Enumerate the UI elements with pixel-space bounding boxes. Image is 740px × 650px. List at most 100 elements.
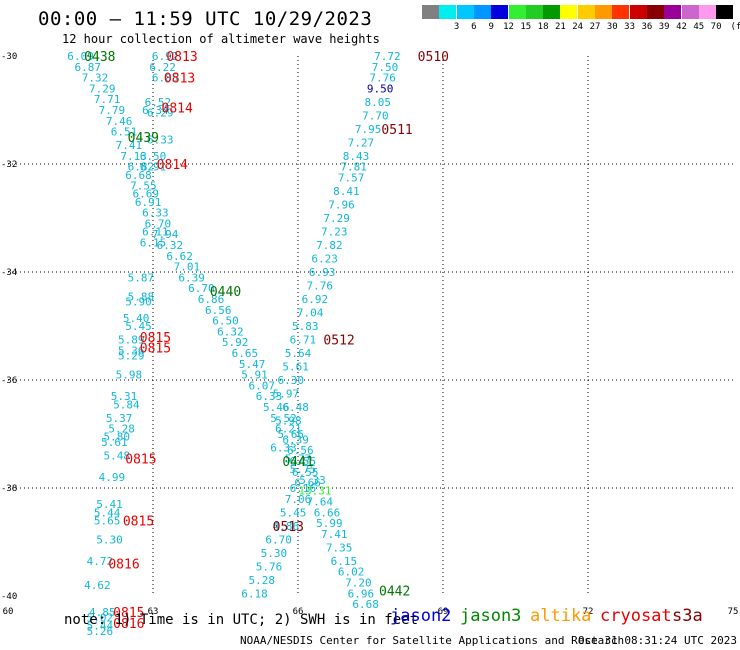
pass-time-label: 0512 [323,334,354,349]
color-scale-label: 12 [503,22,514,32]
swh-value: 6.32 [217,325,244,338]
swh-value: 7.50 [372,61,399,74]
swh-value: 5.41 [96,498,123,511]
swh-value: 6.33 [256,390,283,403]
swh-value: 6.52 [145,96,172,109]
swh-value: 5.47 [239,358,266,371]
swh-value: 5.48 [104,450,131,463]
pass-time-label: 0815 [113,606,144,621]
color-scale-bin [525,5,543,19]
swh-value: 6.34 [142,104,169,117]
swh-value: 6.32 [157,239,184,252]
swh-value: 6.82 [128,161,155,174]
pass-time-label: 0815 [125,452,156,467]
swh-value: 6.15 [140,236,167,249]
pass-time-label: 0513 [273,520,304,535]
swh-value: 5.92 [222,336,249,349]
swh-value: 6.70 [145,217,172,230]
swh-value: 6.65 [232,347,259,360]
swh-value: 6.66 [314,506,341,519]
swh-value: 5.61 [282,361,309,374]
x-tick-label: 72 [583,607,594,617]
swh-value: 4.85 [89,606,116,619]
swh-value: 7.41 [116,139,143,152]
swh-value: 7.32 [82,72,109,85]
pass-time-label: 0815 [140,331,171,346]
y-tick-label: -30 [1,52,17,62]
swh-value: 6.16 [290,482,317,495]
swh-value: 6.70 [265,533,292,546]
swh-value: 6.33 [270,442,297,455]
swh-value: 6.33 [142,207,169,220]
swh-value: 6.23 [311,253,338,266]
swh-value: 5.28 [108,423,135,436]
swh-value: 7.95 [355,123,382,136]
pass-time-label: 0440 [210,285,241,300]
x-tick-label: 69 [438,607,449,617]
pass-time-label: 0815 [140,342,171,357]
swh-value: 5.80 [104,431,131,444]
swh-value: 6.92 [302,293,329,306]
swh-value: 6.07 [249,379,276,392]
color-scale-bin [681,5,699,19]
x-tick-label: 60 [3,607,14,617]
x-tick-label: 63 [148,607,159,617]
swh-value: 5.64 [285,347,312,360]
swh-value: 8.41 [333,185,360,198]
swh-value: 7.01 [174,261,201,274]
color-scale-bin [595,5,612,19]
color-scale-bin [629,5,647,19]
swh-value: 7.76 [307,280,334,293]
swh-value: 7.82 [316,239,343,252]
swh-value: 5.61 [101,436,128,449]
swh-value: 7.76 [369,72,396,85]
swh-value: 4.86 [273,520,300,533]
generated-timestamp: Oct 31 08:31:24 UTC 2023 [578,634,737,647]
swh-value: 6.09 [67,50,94,63]
y-tick-label: -32 [1,160,17,170]
color-scale-bin [456,5,474,19]
swh-value: 5.28 [249,574,276,587]
pass-time-label: 0441 [282,455,313,470]
swh-value: 6.86 [198,293,225,306]
swh-value: 7.06 [285,493,312,506]
swh-value: 5.52 [270,412,297,425]
swh-value: 7.81 [340,161,367,174]
swh-value: 5.91 [241,369,268,382]
pass-time-label: 0814 [162,101,193,116]
color-scale-label: 21 [554,22,566,32]
color-scale-bin [577,5,595,19]
y-tick-label: -34 [1,268,17,278]
swh-value: 6.96 [348,587,375,600]
x-tick-label: 66 [293,607,304,617]
color-scale-unit: (ft) [730,22,740,32]
color-scale-bin [612,5,630,19]
color-scale-bin [698,5,716,19]
color-scale-bin [508,5,526,19]
y-tick-label: -36 [1,376,17,386]
swh-value: 6.21 [275,423,302,436]
swh-value: 6.11 [142,226,169,239]
swh-value: 5.02 [87,612,114,625]
footnote: note: 1) Time is in UTC; 2) SWH is in fe… [64,612,419,628]
color-scale-label: 15 [520,22,532,32]
swh-value: 5.77 [285,452,312,465]
chart-subtitle: 12 hour collection of altimeter wave hei… [62,32,380,46]
swh-value: 7.55 [130,180,157,193]
swh-value: 7.70 [362,109,389,122]
swh-value: 5.45 [125,320,152,333]
swh-value: 7.71 [94,93,121,106]
swh-value: 6.56 [287,444,314,457]
swh-value: 6.30 [278,374,305,387]
color-scale-label: 42 [676,22,687,32]
swh-value: 6.50 [140,150,167,163]
swh-value: 5.65 [94,514,121,527]
swh-value: 5.31 [111,390,138,403]
pass-time-label: 0511 [381,123,412,138]
swh-value: 6.69 [133,188,160,201]
chart-title: 00:00 — 11:59 UTC 10/29/2023 [38,8,373,30]
swh-value: 6.62 [166,250,193,263]
color-scale-label: 39 [658,22,670,32]
swh-value: 5.89 [118,334,145,347]
pass-time-label: 0439 [128,131,159,146]
